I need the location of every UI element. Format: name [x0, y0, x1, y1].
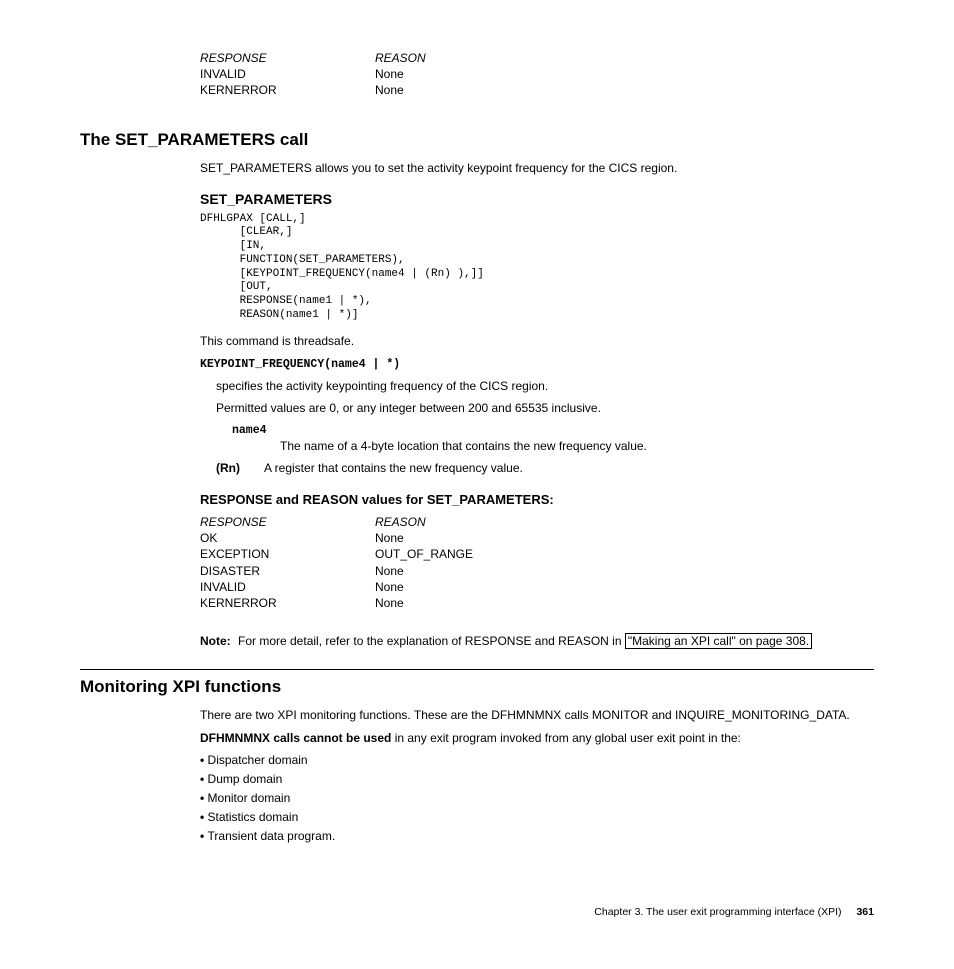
resp-table-header-reason: REASON [375, 514, 874, 530]
note-link[interactable]: "Making an XPI call" on page 308. [625, 633, 812, 649]
note-block: Note: For more detail, refer to the expl… [200, 633, 874, 649]
domain-list: Dispatcher domain Dump domain Monitor do… [200, 752, 874, 845]
monitoring-heading: Monitoring XPI functions [80, 676, 874, 699]
response-reason-heading: RESPONSE and REASON values for SET_PARAM… [200, 491, 874, 509]
name4-term: name4 [232, 423, 874, 439]
set-parameters-heading: The SET_PARAMETERS call [80, 129, 874, 152]
monitoring-para2: DFHMNMNX calls cannot be used in any exi… [200, 730, 874, 746]
table-cell: None [375, 579, 874, 595]
monitoring-para1: There are two XPI monitoring functions. … [200, 707, 874, 723]
top-table-header-response: RESPONSE [200, 50, 375, 66]
top-response-table: RESPONSE REASON INVALID None KERNERROR N… [200, 50, 874, 99]
table-cell: None [375, 595, 874, 611]
table-cell: OUT_OF_RANGE [375, 546, 874, 562]
page-footer: Chapter 3. The user exit programming int… [80, 905, 874, 919]
set-parameters-intro: SET_PARAMETERS allows you to set the act… [200, 160, 874, 176]
keypoint-frequency-desc: specifies the activity keypointing frequ… [216, 378, 874, 394]
note-label: Note: [200, 633, 238, 649]
response-reason-table: RESPONSE REASON OKNone EXCEPTIONOUT_OF_R… [200, 514, 874, 611]
keypoint-frequency-permitted: Permitted values are 0, or any integer b… [216, 400, 874, 416]
keypoint-frequency-def: KEYPOINT_FREQUENCY(name4 | *) specifies … [200, 357, 874, 477]
footer-chapter: Chapter 3. The user exit programming int… [594, 906, 841, 918]
list-item: Dump domain [200, 771, 874, 787]
keypoint-frequency-term: KEYPOINT_FREQUENCY(name4 | *) [200, 357, 874, 373]
table-cell: None [375, 563, 874, 579]
table-cell: None [375, 66, 874, 82]
table-cell: INVALID [200, 579, 375, 595]
table-cell: DISASTER [200, 563, 375, 579]
list-item: Dispatcher domain [200, 752, 874, 768]
section-divider [80, 669, 874, 670]
rn-desc: A register that contains the new frequen… [264, 460, 523, 476]
monitoring-para2-bold: DFHMNMNX calls cannot be used [200, 731, 391, 745]
table-cell: KERNERROR [200, 82, 375, 98]
table-cell: None [375, 530, 874, 546]
resp-table-header-response: RESPONSE [200, 514, 375, 530]
set-parameters-code: DFHLGPAX [CALL,] [CLEAR,] [IN, FUNCTION(… [200, 213, 874, 323]
name4-desc: The name of a 4-byte location that conta… [280, 438, 874, 454]
rn-term: (Rn) [216, 460, 264, 476]
table-cell: None [375, 82, 874, 98]
top-table-header-reason: REASON [375, 50, 874, 66]
table-cell: EXCEPTION [200, 546, 375, 562]
footer-page-number: 361 [856, 906, 874, 918]
list-item: Statistics domain [200, 809, 874, 825]
threadsafe-note: This command is threadsafe. [200, 333, 874, 349]
set-parameters-subheading: SET_PARAMETERS [200, 190, 874, 209]
table-cell: OK [200, 530, 375, 546]
table-cell: INVALID [200, 66, 375, 82]
list-item: Transient data program. [200, 828, 874, 844]
list-item: Monitor domain [200, 790, 874, 806]
note-text: For more detail, refer to the explanatio… [238, 634, 625, 648]
table-cell: KERNERROR [200, 595, 375, 611]
monitoring-para2-rest: in any exit program invoked from any glo… [391, 731, 741, 745]
